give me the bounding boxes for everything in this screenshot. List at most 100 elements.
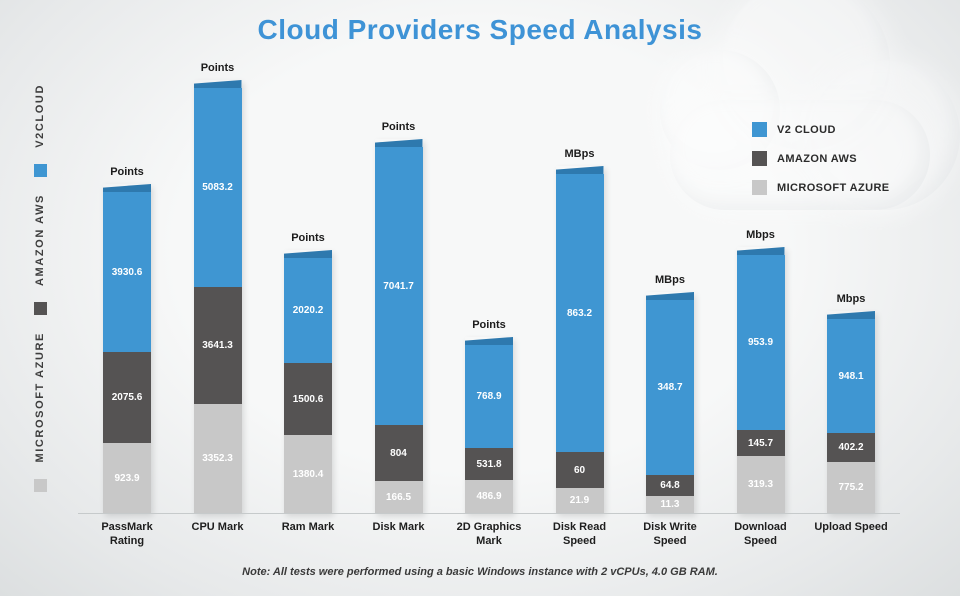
stacked-bar: 7041.7 804 166.5 bbox=[374, 139, 423, 513]
bar-3d-cap bbox=[284, 250, 332, 258]
stacked-bar: 5083.2 3641.3 3352.3 bbox=[193, 80, 242, 513]
bar-column: Points 7041.7 804 166.5 bbox=[358, 121, 440, 513]
segment-value-label: 3641.3 bbox=[202, 340, 233, 351]
bar-segment-amazon-aws: 1500.6 bbox=[284, 363, 332, 435]
bar-segment-microsoft-azure: 775.2 bbox=[827, 462, 875, 513]
side-legend-label-2: MICROSOFT AZURE bbox=[34, 331, 46, 463]
bar-segment-v2-cloud: 953.9 bbox=[736, 255, 785, 430]
bar-segment-v2-cloud: 7041.7 bbox=[374, 147, 423, 425]
legend-item: V2 CLOUD bbox=[752, 122, 890, 137]
segment-value-label: 3930.6 bbox=[111, 266, 143, 278]
segment-value-label: 2075.6 bbox=[111, 392, 143, 403]
stacked-bar: 953.9 145.7 319.3 bbox=[736, 247, 785, 513]
segment-value-label: 948.1 bbox=[838, 370, 864, 382]
bar-column: Mbps 948.1 402.2 775.2 bbox=[810, 293, 892, 513]
category-label: Ram Mark bbox=[281, 521, 335, 533]
stacked-bar: 3930.6 2075.6 923.9 bbox=[103, 184, 151, 513]
bar-3d-cap bbox=[193, 80, 242, 88]
bar-column: Mbps 953.9 145.7 319.3 bbox=[720, 229, 802, 513]
legend-item: AMAZON AWS bbox=[752, 151, 890, 166]
bar-3d-cap bbox=[827, 311, 875, 319]
bar-3d-cap bbox=[103, 184, 151, 192]
bar-column: Points 3930.6 2075.6 923.9 bbox=[86, 166, 168, 513]
segment-value-label: 1500.6 bbox=[292, 393, 324, 405]
category-label: CPU Mark bbox=[191, 521, 244, 533]
category-label: Disk Mark bbox=[372, 521, 425, 533]
bar-segment-v2-cloud: 948.1 bbox=[827, 319, 875, 433]
stacked-bar: 348.7 64.8 11.3 bbox=[646, 292, 694, 513]
bar-3d-cap bbox=[736, 247, 785, 255]
bar-column: Points 768.9 531.8 486.9 bbox=[448, 319, 530, 513]
bar-segment-v2-cloud: 2020.2 bbox=[284, 258, 332, 363]
bar-segment-v2-cloud: 348.7 bbox=[646, 300, 694, 475]
legend-swatch bbox=[752, 180, 767, 195]
bar-unit-label: MBps bbox=[564, 148, 595, 160]
category-axis: PassMark Rating CPU Mark Ram Mark Disk Mark… bbox=[86, 520, 892, 549]
segment-value-label: 348.7 bbox=[657, 382, 683, 393]
segment-value-label: 402.2 bbox=[838, 442, 864, 453]
bar-segment-microsoft-azure: 21.9 bbox=[555, 488, 604, 513]
page-title: Cloud Providers Speed Analysis bbox=[257, 14, 703, 45]
bar-segment-microsoft-azure: 319.3 bbox=[736, 456, 785, 513]
category-label: Disk Write Speed bbox=[643, 521, 697, 548]
bar-segment-amazon-aws: 2075.6 bbox=[103, 352, 151, 443]
category-label: 2D Graphics Mark bbox=[456, 521, 522, 548]
category-label: Upload Speed bbox=[814, 521, 888, 533]
bar-segment-v2-cloud: 863.2 bbox=[555, 174, 604, 452]
segment-value-label: 953.9 bbox=[747, 337, 774, 348]
bar-unit-label: Mbps bbox=[746, 229, 775, 241]
bar-segment-microsoft-azure: 1380.4 bbox=[284, 435, 332, 513]
side-legend-label-0: V2CLOUD bbox=[34, 84, 46, 148]
bar-unit-label: Points bbox=[381, 121, 416, 133]
bar-segment-microsoft-azure: 11.3 bbox=[646, 496, 694, 513]
bar-segment-v2-cloud: 3930.6 bbox=[103, 192, 151, 352]
segment-value-label: 863.2 bbox=[566, 307, 593, 319]
segment-value-label: 775.2 bbox=[838, 482, 864, 493]
bar-unit-label: Points bbox=[291, 232, 325, 244]
bar-column: MBps 863.2 60 21.9 bbox=[539, 148, 621, 513]
bar-unit-label: Points bbox=[200, 62, 235, 74]
stacked-bar: 948.1 402.2 775.2 bbox=[827, 311, 875, 513]
segment-value-label: 3352.3 bbox=[202, 453, 233, 464]
bar-segment-amazon-aws: 60 bbox=[555, 452, 604, 488]
segment-value-label: 923.9 bbox=[114, 472, 140, 484]
legend-swatch bbox=[752, 122, 767, 137]
x-axis-line bbox=[78, 513, 900, 514]
chart-area: Points 3930.6 2075.6 923.9 Points 5083.2 3641.… bbox=[86, 58, 892, 513]
side-legend-swatch-1 bbox=[33, 302, 47, 316]
legend-item: MICROSOFT AZURE bbox=[752, 180, 890, 195]
bar-segment-amazon-aws: 145.7 bbox=[736, 430, 785, 456]
side-legend-label-1: AMAZON AWS bbox=[34, 193, 46, 286]
segment-value-label: 64.8 bbox=[660, 480, 680, 491]
segment-value-label: 7041.7 bbox=[383, 280, 414, 292]
side-legend-swatch-2 bbox=[33, 478, 47, 492]
segment-value-label: 5083.2 bbox=[202, 182, 233, 193]
bar-3d-cap bbox=[646, 292, 694, 300]
legend-label: MICROSOFT AZURE bbox=[777, 181, 890, 194]
bar-segment-microsoft-azure: 923.9 bbox=[103, 443, 151, 513]
bar-segment-microsoft-azure: 486.9 bbox=[465, 480, 513, 513]
footnote: Note: All tests were performed using a b… bbox=[242, 566, 718, 578]
segment-value-label: 768.9 bbox=[476, 391, 502, 402]
segment-value-label: 804 bbox=[390, 447, 407, 459]
bar-segment-v2-cloud: 768.9 bbox=[465, 345, 513, 448]
segment-value-label: 11.3 bbox=[660, 499, 680, 510]
vertical-axis-legend: V2CLOUD AMAZON AWS MICROSOFT AZURE bbox=[28, 84, 52, 492]
bar-unit-label: Mbps bbox=[836, 293, 866, 305]
segment-value-label: 531.8 bbox=[476, 458, 502, 470]
legend-label: V2 CLOUD bbox=[777, 123, 836, 136]
category-label: Disk Read Speed bbox=[552, 521, 607, 548]
segment-value-label: 166.5 bbox=[385, 491, 412, 503]
bar-3d-cap bbox=[465, 337, 513, 345]
bar-column: MBps 348.7 64.8 11.3 bbox=[629, 274, 711, 513]
bar-segment-amazon-aws: 402.2 bbox=[827, 433, 875, 462]
bar-segment-amazon-aws: 531.8 bbox=[465, 448, 513, 480]
bar-segment-amazon-aws: 804 bbox=[374, 425, 423, 481]
bar-unit-label: MBps bbox=[655, 274, 685, 286]
category-label: PassMark Rating bbox=[101, 521, 153, 548]
bar-column: Points 2020.2 1500.6 1380.4 bbox=[267, 232, 349, 513]
bar-3d-cap bbox=[374, 139, 423, 147]
side-legend-swatch-0 bbox=[33, 164, 47, 178]
bar-column: Points 5083.2 3641.3 3352.3 bbox=[177, 62, 259, 513]
